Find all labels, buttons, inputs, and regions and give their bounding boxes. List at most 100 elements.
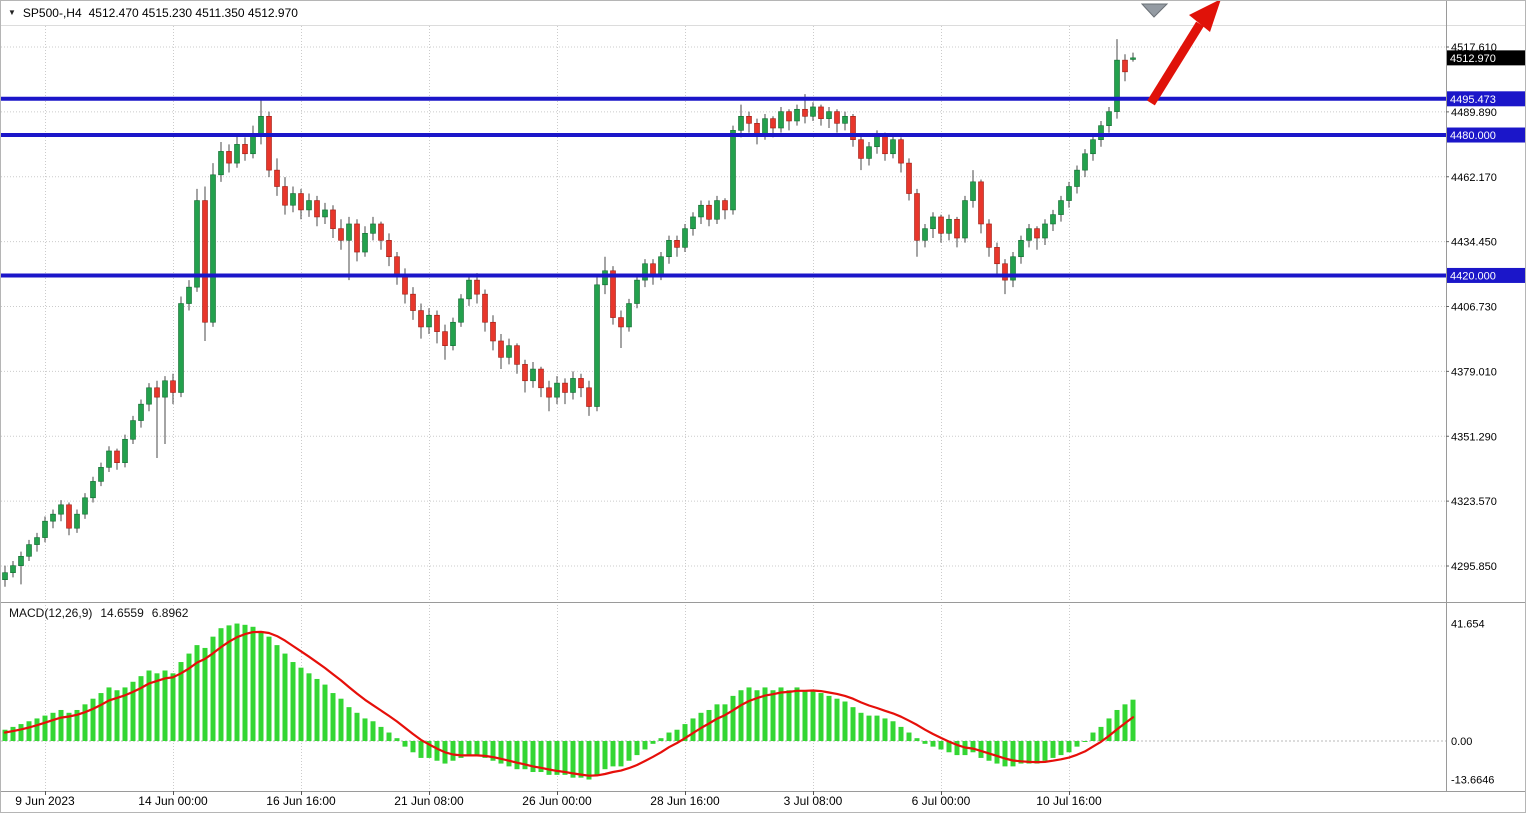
candle-down (818, 106, 824, 119)
candle-up (34, 537, 40, 545)
candle-down (490, 321, 496, 342)
candle-down (746, 115, 752, 124)
macd-histogram-bar (826, 695, 832, 741)
macd-histogram-bar (18, 724, 24, 741)
candle-up (970, 181, 976, 201)
candle-down (282, 186, 288, 206)
candle-down (114, 450, 120, 463)
macd-histogram-bar (282, 653, 288, 741)
macd-histogram-bar (10, 726, 16, 741)
macd-histogram-bar (82, 704, 88, 741)
grid-layer (1, 26, 1446, 790)
axes: 4517.6104489.8904462.1704434.4504406.730… (15, 42, 1525, 808)
candle-down (618, 317, 624, 328)
object-anchor-marker-icon[interactable] (1140, 3, 1169, 18)
candle-down (418, 310, 424, 328)
annotations[interactable] (1140, 1, 1221, 106)
macd-histogram-bar (770, 690, 776, 741)
candle-up (1098, 125, 1104, 141)
candle-up (682, 228, 688, 248)
symbol-dropdown-icon[interactable]: ▼ (8, 8, 16, 17)
macd-histogram-bar (706, 709, 712, 741)
macd-histogram-bar (546, 741, 552, 775)
macd-histogram-bar (978, 741, 984, 758)
macd-histogram-bar (866, 715, 872, 741)
ohlc-values: 4512.470 4515.230 4511.350 4512.970 (88, 6, 298, 20)
macd-histogram-bar (906, 732, 912, 741)
candle-up (634, 279, 640, 304)
macd-histogram-bar (1050, 741, 1056, 758)
candle-up (58, 504, 64, 515)
candle-up (930, 216, 936, 229)
candle-up (842, 115, 848, 124)
candle-up (10, 565, 16, 573)
candle-up (602, 270, 608, 286)
macd-histogram-bar (714, 704, 720, 741)
candle-up (138, 403, 144, 421)
macd-histogram-bar (26, 721, 32, 741)
macd-histogram-bar (170, 673, 176, 741)
candle-down (538, 368, 544, 389)
candle-up (946, 218, 952, 234)
macd-histogram-bar (202, 647, 208, 741)
candle-up (82, 497, 88, 515)
candle-up (826, 111, 832, 119)
macd-histogram-bar (50, 712, 56, 741)
line-objects[interactable] (1, 96, 1446, 278)
candle-up (1082, 153, 1088, 171)
macd-histogram-bar (2, 729, 8, 741)
macd-histogram-bar (74, 709, 80, 741)
candle-down (722, 200, 728, 211)
macd-histogram-bar (514, 741, 520, 770)
macd-histogram-bar (362, 718, 368, 741)
macd-histogram-bar (138, 676, 144, 741)
macd-histogram-bar (506, 741, 512, 767)
candle-up (210, 174, 216, 323)
macd-histogram-bar (1098, 726, 1104, 741)
candle-up (90, 481, 96, 499)
macd-histogram-bar (306, 673, 312, 741)
candle-up (74, 513, 80, 529)
macd-histogram-bar (994, 741, 1000, 764)
candle-up (594, 284, 600, 407)
candle-up (922, 228, 928, 241)
candle-up (762, 118, 768, 136)
macd-histogram-bar (634, 741, 640, 756)
candle-up (810, 106, 816, 117)
candle-down (378, 223, 384, 241)
macd-histogram-bar (114, 690, 120, 741)
candle-up (42, 520, 48, 538)
macd-histogram-bar (618, 741, 624, 767)
macd-histogram-bar (330, 693, 336, 741)
candle-up (794, 108, 800, 122)
candle-up (1058, 200, 1064, 215)
candle-down (442, 331, 448, 346)
macd-histogram-bar (1066, 741, 1072, 753)
candle-down (610, 270, 616, 318)
candle-down (66, 504, 72, 529)
candle-up (778, 111, 784, 129)
macd-histogram-bar (682, 724, 688, 741)
candle-up (26, 544, 32, 557)
trend-arrow-head-icon[interactable] (1189, 1, 1221, 32)
candle-up (194, 200, 200, 288)
candle-down (274, 169, 280, 187)
macd-histogram-bar (954, 741, 960, 756)
macd-histogram-bar (538, 741, 544, 773)
macd-histogram-bar (890, 721, 896, 741)
trend-arrow-shaft[interactable] (1147, 21, 1204, 106)
candlestick-series (2, 39, 1136, 587)
macd-histogram-bar (106, 687, 112, 741)
macd-histogram-bar (1082, 741, 1088, 742)
candle-down (386, 240, 392, 258)
candle-up (122, 438, 128, 463)
macd-histogram-bar (98, 693, 104, 741)
candle-up (370, 223, 376, 234)
candle-down (898, 139, 904, 164)
macd-histogram-bar (194, 645, 200, 741)
macd-histogram-bar (426, 741, 432, 758)
candle-down (170, 380, 176, 393)
time-tick-label: 3 Jul 08:00 (784, 794, 843, 808)
macd-main-value: 14.6559 (100, 606, 144, 620)
